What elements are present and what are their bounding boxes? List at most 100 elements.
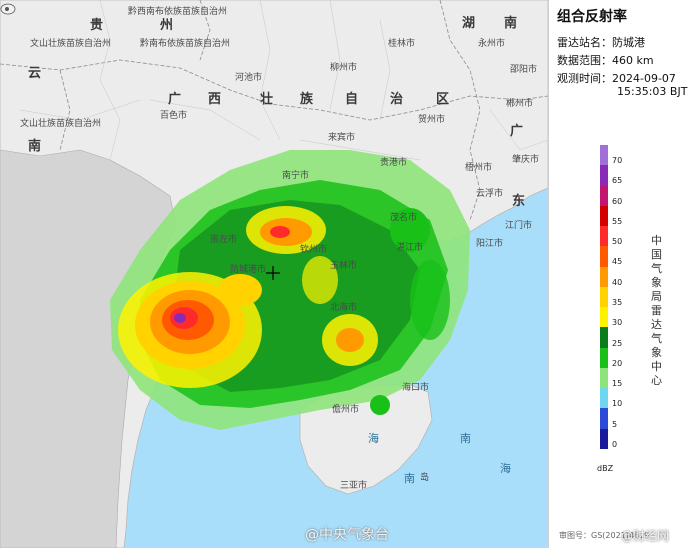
panel-title: 组合反射率 xyxy=(557,9,627,25)
legend-tick-label: 40 xyxy=(612,277,623,287)
region-label: 东 xyxy=(512,194,526,209)
watermark-cma: @中央气象台 xyxy=(305,527,389,543)
time-row: 观测时间：2024-09-07 xyxy=(557,70,676,86)
legend-swatch xyxy=(600,347,608,369)
place-label: 黔西南布依族苗族自治州 xyxy=(128,7,228,17)
legend-tick-label: 30 xyxy=(612,318,623,328)
place-label: 防城港市 xyxy=(230,265,267,275)
region-label: 贵 xyxy=(90,18,104,33)
legend-tick-label: 60 xyxy=(612,196,623,206)
place-label: 钦州市 xyxy=(300,245,328,255)
range-value: 460 km xyxy=(612,54,654,67)
sea-label: 海 xyxy=(500,462,511,475)
place-label: 邵阳市 xyxy=(510,65,538,75)
place-label: 阳江市 xyxy=(476,239,504,249)
place-label: 北海市 xyxy=(330,303,358,313)
legend-swatch xyxy=(600,428,608,450)
place-label: 湛江市 xyxy=(396,243,424,253)
legend-swatch xyxy=(600,205,608,227)
legend-swatch xyxy=(600,185,608,207)
station-value: 防城港 xyxy=(612,36,645,49)
place-label: 永州市 xyxy=(478,39,506,49)
legend-tick-label: 0 xyxy=(612,439,618,449)
sea-label: 南 xyxy=(460,432,471,445)
place-label: 桂林市 xyxy=(388,39,416,49)
time-date: 2024-09-07 xyxy=(612,72,676,85)
place-label: 河池市 xyxy=(235,73,263,83)
legend-tick-label: 20 xyxy=(612,358,623,368)
legend-swatch xyxy=(600,145,608,166)
place-label: 郴州市 xyxy=(506,99,534,109)
legend-swatch xyxy=(600,286,608,308)
range-label: 数据范围： xyxy=(557,54,612,67)
station-label: 雷达站名： xyxy=(557,36,612,49)
time-clock: 15:35:03 BJT xyxy=(617,85,688,98)
map-canvas xyxy=(0,0,548,548)
legend-swatch xyxy=(600,226,608,247)
legend-tick-label: 45 xyxy=(612,257,623,267)
station-row: 雷达站名：防城港 xyxy=(557,34,645,50)
region-label: 广 xyxy=(510,124,524,139)
region-label: 云 xyxy=(28,66,42,81)
region-label: 治 xyxy=(390,92,404,107)
legend-swatch xyxy=(600,367,608,389)
legend-tick-label: 65 xyxy=(612,176,623,186)
province-borders xyxy=(0,0,548,221)
place-label: 来宾市 xyxy=(328,133,356,143)
place-label: 江门市 xyxy=(505,221,533,231)
time-label: 观测时间： xyxy=(557,72,612,85)
legend-tick-label: 25 xyxy=(612,338,623,348)
legend-swatch xyxy=(600,307,608,328)
legend-tick-label: 15 xyxy=(612,379,623,389)
county-borders xyxy=(19,0,548,161)
place-label: 海口市 xyxy=(402,383,430,393)
region-label: 区 xyxy=(436,92,450,107)
legend-unit: dBZ xyxy=(597,464,614,473)
legend-swatch xyxy=(600,388,608,409)
watermark-caijing: @财经网 xyxy=(621,529,670,543)
place-label: 贺州市 xyxy=(418,115,446,125)
place-label: 文山壮族苗族自治州 xyxy=(20,119,102,129)
region-label: 州 xyxy=(160,18,174,33)
place-label: 黔南布依族苗族自治州 xyxy=(140,39,231,49)
region-label: 广 xyxy=(168,92,182,107)
place-label: 百色市 xyxy=(160,111,188,121)
place-label: 崇左市 xyxy=(210,235,238,245)
region-label: 族 xyxy=(300,92,314,107)
range-row: 数据范围：460 km xyxy=(557,52,654,68)
region-label: 西 xyxy=(208,92,222,107)
legend-swatch xyxy=(600,327,608,349)
region-label: 壮 xyxy=(260,92,274,107)
place-label: 三亚市 xyxy=(340,481,368,491)
region-label: 南 xyxy=(504,16,518,31)
place-label: 贵港市 xyxy=(380,158,408,168)
legend-tick-label: 55 xyxy=(612,216,623,226)
org-vertical-text: 中国气象局雷达气象中心 xyxy=(651,234,662,387)
legend-tick-label: 5 xyxy=(612,419,618,429)
region-label: 湖 xyxy=(462,16,476,31)
legend-swatch xyxy=(600,408,608,430)
place-label: 文山壮族苗族自治州 xyxy=(30,39,112,49)
legend-colorbar xyxy=(600,145,608,450)
weibo-icon xyxy=(0,3,16,15)
radar-station-marker[interactable] xyxy=(266,266,280,280)
legend-swatch xyxy=(600,165,608,187)
sea-label: 海 xyxy=(368,432,379,445)
place-label: 肇庆市 xyxy=(512,155,540,165)
place-label: 南宁市 xyxy=(282,171,310,181)
legend-tick-label: 35 xyxy=(612,298,623,307)
legend-tick-label: 50 xyxy=(612,237,623,247)
region-label: 自 xyxy=(345,92,359,107)
radar-map[interactable]: 贵 州 云 南 广 西 壮 族 自 治 区 湖 南 广 东 黔西南布依族苗族自治… xyxy=(0,0,548,548)
legend-tick-label: 10 xyxy=(612,399,623,409)
legend-swatch xyxy=(600,246,608,268)
place-label: 岛 xyxy=(420,473,430,483)
place-label: 玉林市 xyxy=(330,261,358,271)
place-label: 儋州市 xyxy=(332,405,360,415)
sea-label: 南 xyxy=(404,472,415,485)
radar-echoes xyxy=(110,150,470,430)
place-label: 柳州市 xyxy=(330,63,358,73)
place-label: 云浮市 xyxy=(476,189,504,199)
place-label: 茂名市 xyxy=(390,213,418,223)
info-panel: 组合反射率 雷达站名：防城港 数据范围：460 km 观测时间：2024-09-… xyxy=(548,0,690,548)
